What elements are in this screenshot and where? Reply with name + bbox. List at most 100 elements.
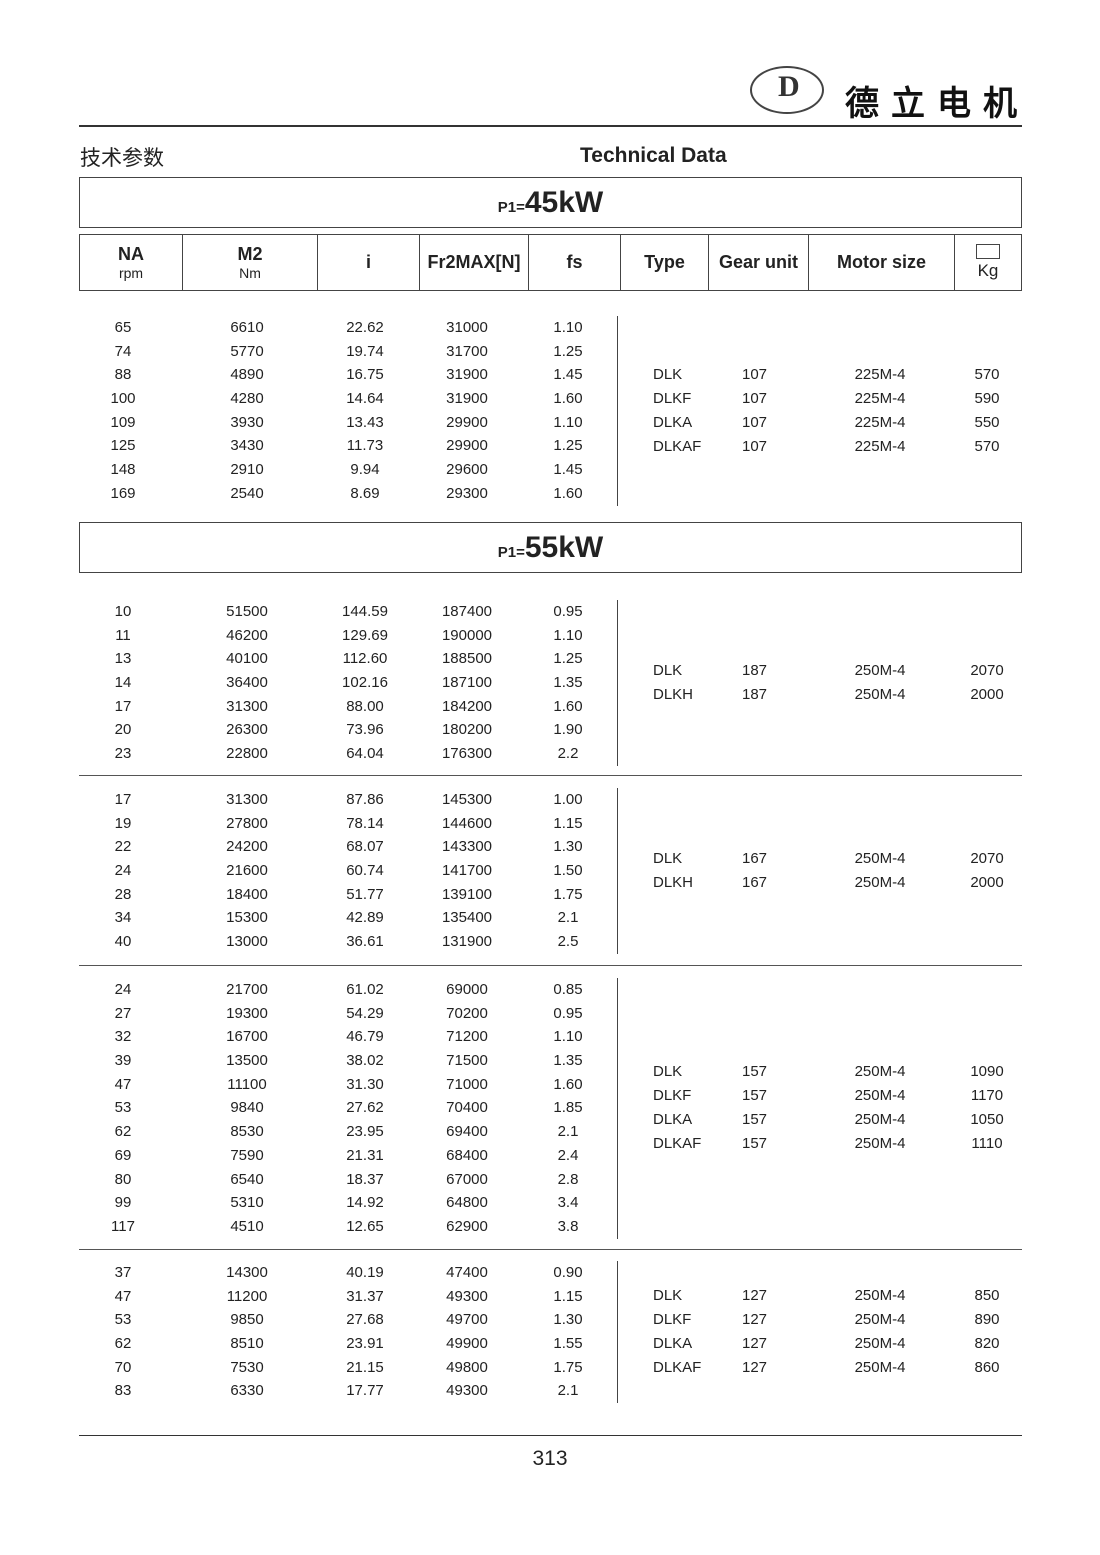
cell: 4280 [230, 390, 264, 408]
cell: 250M-4 [854, 1063, 906, 1081]
table-row: 62 8510 23.91 49900 1.55 [79, 1332, 617, 1356]
cell: 62 [114, 1335, 132, 1353]
cell: 127 [742, 1359, 768, 1377]
cell: 49900 [446, 1335, 488, 1353]
cell: 87.86 [346, 791, 384, 808]
cell: 70 [114, 1358, 132, 1376]
cell: 67000 [446, 1170, 488, 1188]
cell: 1170 [970, 1087, 1004, 1105]
col-unit: Nm [239, 265, 261, 281]
cell: 590 [974, 389, 1000, 407]
cell: 107 [742, 365, 768, 383]
cell: 1.55 [553, 1335, 583, 1353]
cell: DLK [653, 661, 683, 679]
cell: 49300 [446, 1382, 488, 1400]
cell: 88 [114, 366, 132, 384]
cell: 157 [742, 1135, 768, 1153]
data-group: 24 21700 61.02 69000 0.85 27 19300 54.29 70200 0.… [79, 978, 1020, 1239]
cell: 69400 [446, 1123, 488, 1141]
cell: 1.30 [553, 838, 583, 856]
table-row: 99 5310 14.92 64800 3.4 [79, 1191, 617, 1215]
cell: 42.89 [346, 909, 384, 927]
cell: 40.19 [346, 1264, 384, 1281]
cell: 3930 [230, 413, 264, 431]
unit-row: DLKF 107 225M-4 590 [618, 387, 1020, 411]
cell: 6610 [230, 319, 264, 336]
cell: 31700 [446, 342, 488, 360]
data-group: 10 51500 144.59 187400 0.95 11 46200 129.69 1900… [79, 600, 1020, 766]
cell: 9840 [230, 1099, 264, 1117]
cell: 8530 [230, 1123, 264, 1141]
cell: 0.85 [553, 981, 583, 998]
cell: 145300 [441, 791, 493, 808]
cell: 1.10 [553, 626, 583, 644]
cell: DLKF [653, 1087, 692, 1105]
column-header: NA rpm M2 Nm i Fr2MAX[N] fs Type Gear unit… [79, 234, 1022, 291]
cell: 187100 [441, 674, 493, 692]
power-label: P1= [497, 199, 525, 216]
cell: 54.29 [346, 1004, 384, 1022]
cell: 29900 [446, 413, 488, 431]
cell: 2910 [230, 461, 264, 479]
table-row: 27 19300 54.29 70200 0.95 [79, 1002, 617, 1026]
cell: 1.50 [553, 862, 583, 880]
cell: 11100 [227, 1075, 267, 1093]
unit-row: DLK 157 250M-4 1090 [618, 1060, 1020, 1084]
cell: 17 [114, 697, 132, 715]
table-row: 40 13000 36.61 131900 2.5 [79, 930, 617, 954]
cell: 71000 [446, 1075, 488, 1093]
col-unit: rpm [118, 265, 144, 281]
cell: 16.75 [346, 366, 384, 384]
cell: 14300 [226, 1264, 268, 1281]
cell: 2.2 [557, 745, 579, 763]
cell: 820 [974, 1335, 1000, 1353]
cell: 31.37 [346, 1287, 384, 1305]
cell: 13.43 [346, 413, 384, 431]
cell: DLK [653, 1287, 683, 1305]
cell: 31300 [226, 791, 268, 808]
col-i: i [318, 235, 420, 290]
table-row: 148 2910 9.94 29600 1.45 [79, 458, 617, 482]
table-row: 70 7530 21.15 49800 1.75 [79, 1356, 617, 1380]
cell: 3.4 [557, 1194, 579, 1212]
cell: 250M-4 [854, 1087, 906, 1105]
table-row: 32 16700 46.79 71200 1.10 [79, 1025, 617, 1049]
table-row: 28 18400 51.77 139100 1.75 [79, 883, 617, 907]
cell: 2.1 [557, 909, 579, 927]
cell: 36400 [226, 674, 268, 692]
cell: 69 [114, 1146, 132, 1164]
cell: 27800 [226, 814, 268, 832]
unit-list: DLK 187 250M-4 2070 DLKH 187 250M-4 2000 [617, 600, 1020, 766]
cell: 109 [110, 413, 136, 431]
cell: 187400 [441, 603, 493, 620]
table-row: 62 8530 23.95 69400 2.1 [79, 1120, 617, 1144]
cell: 40 [114, 933, 132, 951]
cell: 1.10 [553, 1028, 583, 1046]
cell: 64.04 [346, 745, 384, 763]
cell: 31900 [446, 390, 488, 408]
cell: 21700 [226, 981, 268, 998]
rating-rows: 37 14300 40.19 47400 0.90 47 11200 31.37 49300 1.… [79, 1261, 617, 1403]
cell: 60.74 [346, 862, 384, 880]
cell: 176300 [441, 745, 493, 763]
cell: 8510 [230, 1335, 264, 1353]
cell: 135400 [441, 909, 493, 927]
cell: 144.59 [342, 603, 388, 620]
cell: 1.00 [553, 791, 583, 808]
cell: 49800 [446, 1358, 488, 1376]
table-row: 169 2540 8.69 29300 1.60 [79, 482, 617, 506]
cell: 19300 [226, 1004, 268, 1022]
cell: 47 [114, 1287, 132, 1305]
cell: 80 [114, 1170, 132, 1188]
rating-rows: 17 31300 87.86 145300 1.00 19 27800 78.14 144600… [79, 788, 617, 954]
cell: 78.14 [346, 814, 384, 832]
cell: 225M-4 [854, 413, 906, 431]
cell: 14 [114, 674, 132, 692]
col-label: i [365, 252, 371, 272]
table-row: 11 46200 129.69 190000 1.10 [79, 624, 617, 648]
cell: 2070 [970, 661, 1004, 679]
rating-rows: 65 6610 22.62 31000 1.10 74 5770 19.74 31700 1.25… [79, 316, 617, 506]
cell: 27.68 [346, 1311, 384, 1329]
table-row: 19 27800 78.14 144600 1.15 [79, 812, 617, 836]
